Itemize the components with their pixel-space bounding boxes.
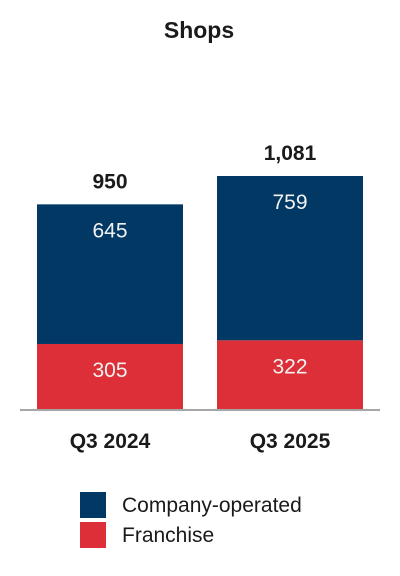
bar-franchise-q3-2025	[217, 340, 363, 410]
bar-company-operated-q3-2025	[217, 176, 363, 341]
legend-swatch-franchise	[80, 522, 106, 548]
bars-group: 305 645 950 322 759 1,081	[37, 142, 363, 410]
legend-label-franchise: Franchise	[122, 524, 214, 547]
data-label-franchise-q3-2025: 322	[272, 355, 307, 378]
bar-franchise-q3-2024	[37, 343, 183, 410]
total-label-q3-2025: 1,081	[264, 142, 317, 165]
category-label-q3-2025: Q3 2025	[250, 430, 331, 453]
bar-company-operated-q3-2024	[37, 204, 183, 344]
category-labels: Q3 2024 Q3 2025	[70, 430, 331, 453]
chart-title: Shops	[164, 17, 234, 43]
data-label-franchise-q3-2024: 305	[92, 359, 127, 382]
legend-swatch-company-operated	[80, 492, 106, 518]
category-label-q3-2024: Q3 2024	[70, 430, 151, 453]
legend: Company-operated Franchise	[80, 492, 302, 548]
legend-label-company-operated: Company-operated	[122, 494, 302, 517]
data-label-company-operated-q3-2025: 759	[272, 191, 307, 214]
total-label-q3-2024: 950	[92, 170, 127, 193]
data-label-company-operated-q3-2024: 645	[92, 219, 127, 242]
